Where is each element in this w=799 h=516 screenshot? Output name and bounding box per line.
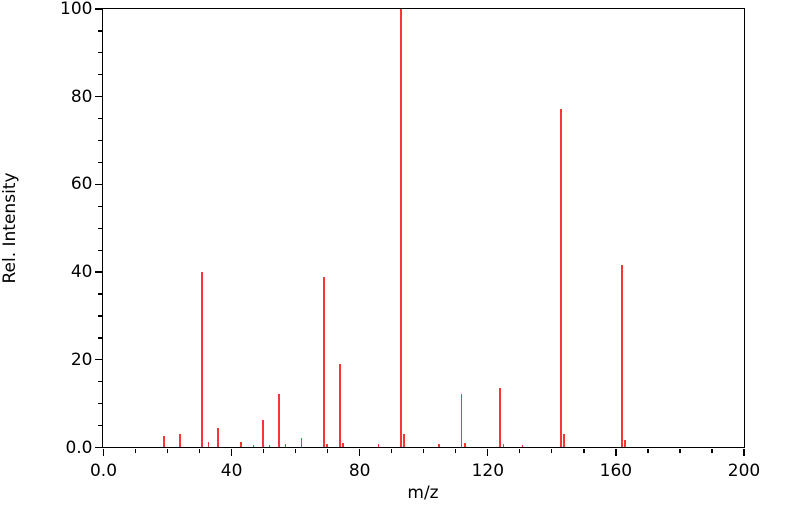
y-tick-label: 100 [60, 0, 93, 19]
y-minor-tick [98, 52, 102, 54]
spectrum-peak [262, 420, 264, 447]
spectrum-peak [521, 444, 524, 447]
y-axis-title: Rel. Intensity [0, 172, 20, 284]
x-major-tick [743, 449, 745, 456]
x-minor-tick [455, 449, 457, 453]
y-minor-tick [98, 161, 102, 164]
y-major-tick [95, 271, 102, 273]
x-major-tick [230, 449, 233, 456]
spectrum-peak [300, 437, 303, 447]
spectrum-peak [621, 265, 623, 447]
y-minor-tick [98, 227, 102, 229]
x-minor-tick [327, 449, 329, 453]
y-minor-tick [98, 337, 102, 339]
spectrum-peak [201, 271, 204, 447]
y-major-tick [95, 183, 102, 186]
x-minor-tick [262, 449, 265, 453]
spectrum-peak [377, 443, 380, 447]
x-tick-label: 160 [599, 460, 633, 481]
x-major-tick [615, 449, 617, 456]
y-minor-tick [98, 403, 102, 405]
spectrum-peak [326, 444, 328, 447]
spectrum-peak [560, 109, 562, 447]
x-minor-tick [711, 449, 713, 453]
y-tick-label: 20 [70, 349, 93, 370]
y-tick-label: 0.0 [65, 437, 93, 458]
spectrum-peak [499, 387, 501, 447]
spectrum-peak [342, 443, 344, 447]
y-minor-tick [98, 205, 102, 207]
x-minor-tick [519, 449, 521, 453]
x-minor-tick [391, 449, 393, 453]
y-major-tick [95, 446, 102, 449]
spectrum-peak [278, 394, 280, 447]
plot-area [102, 7, 745, 448]
spectrum-peak [563, 434, 565, 447]
x-minor-tick [295, 449, 297, 453]
spectrum-peak [502, 443, 505, 447]
x-minor-tick [551, 449, 553, 453]
y-minor-tick [98, 139, 102, 142]
spectrum-peak [403, 433, 405, 447]
x-minor-tick [583, 449, 585, 453]
spectrum-peak [268, 445, 271, 447]
x-tick-label: 200 [727, 460, 761, 481]
y-major-tick [95, 8, 102, 10]
spectrum-peak [624, 440, 626, 447]
x-axis-title: m/z [407, 483, 439, 503]
x-minor-tick [423, 449, 425, 453]
y-minor-tick [98, 74, 102, 76]
y-minor-tick [98, 424, 102, 427]
spectrum-peak [284, 443, 287, 447]
spectrum-peak [438, 443, 441, 447]
spectrum-peak [179, 433, 181, 447]
x-minor-tick [198, 449, 201, 453]
x-tick-label: 0.0 [89, 460, 118, 481]
x-minor-tick [679, 449, 681, 453]
y-tick-label: 60 [70, 174, 93, 195]
spectrum-peak [323, 277, 325, 447]
x-major-tick [102, 449, 105, 456]
x-major-tick [359, 449, 361, 456]
x-minor-tick [134, 449, 137, 453]
x-tick-label: 120 [471, 460, 505, 481]
y-minor-tick [98, 315, 102, 317]
spectrum-peak [239, 442, 242, 447]
y-minor-tick [98, 293, 102, 295]
y-tick-label: 40 [70, 262, 93, 283]
y-tick-label: 80 [70, 86, 93, 107]
x-tick-label: 80 [348, 460, 371, 481]
spectrum-peak [207, 442, 210, 447]
x-minor-tick [166, 449, 169, 453]
y-minor-tick [98, 30, 102, 32]
spectrum-peak [217, 427, 220, 447]
spectrum-peak [163, 436, 165, 447]
spectrum-peak [460, 393, 463, 447]
x-minor-tick [647, 449, 649, 453]
y-minor-tick [98, 381, 102, 383]
y-minor-tick [98, 117, 102, 120]
y-major-tick [95, 96, 102, 98]
spectrum-peak [464, 442, 466, 447]
spectrum-peak [400, 8, 402, 447]
y-minor-tick [98, 249, 102, 251]
x-major-tick [487, 449, 489, 456]
y-major-tick [95, 359, 102, 361]
spectrum-peak [252, 444, 255, 447]
x-tick-label: 40 [220, 460, 243, 481]
spectrum-peak [339, 364, 341, 447]
